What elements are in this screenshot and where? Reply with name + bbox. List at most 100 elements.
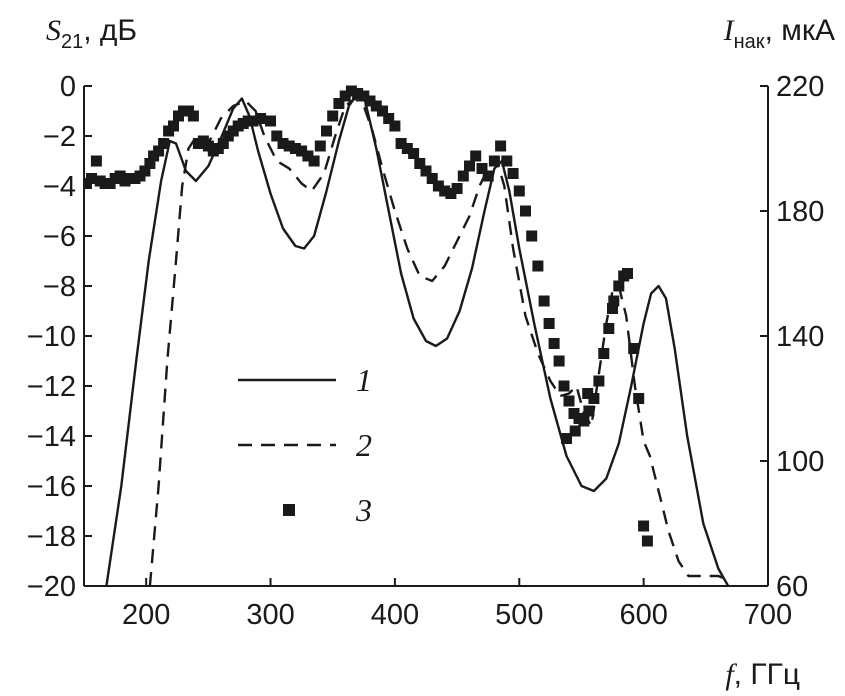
series-3-marker: [588, 393, 600, 404]
x-axis-title: f, ГГц: [725, 658, 800, 691]
legend-marker-sample: [283, 504, 295, 516]
series-3-marker: [339, 90, 351, 102]
x-tick-label: 500: [495, 599, 543, 631]
y-left-tick-label: −12: [27, 371, 76, 403]
series-3-marker: [548, 338, 560, 349]
series-3-marker: [302, 150, 314, 162]
series-3-marker: [633, 393, 645, 404]
series-3-marker: [314, 140, 326, 152]
series-3-marker: [364, 95, 376, 107]
legend-label: 3: [355, 492, 372, 528]
series-3-marker: [327, 110, 339, 122]
y-right-unit: , мкА: [765, 14, 835, 47]
series-3-marker: [265, 115, 276, 127]
series-3-marker: [333, 98, 345, 109]
series-3-marker: [358, 90, 370, 102]
series-3-marker: [139, 165, 151, 177]
series-3-marker: [187, 110, 199, 122]
series-3-marker: [470, 150, 482, 162]
plot-area: [84, 85, 732, 586]
x-tick-label: 600: [619, 599, 667, 631]
y-left-tick-label: −10: [27, 321, 76, 353]
legend-label: 1: [356, 362, 372, 398]
x-tick-label: 200: [122, 599, 170, 631]
series-3-marker: [608, 295, 620, 307]
series-3-marker: [255, 113, 267, 124]
series-3-marker: [451, 183, 463, 194]
y-left-tick-label: −16: [27, 471, 76, 503]
y-left-tick-label: −18: [27, 521, 76, 553]
series-3-marker: [613, 280, 625, 292]
series-3-marker: [543, 318, 555, 329]
series-3-marker: [464, 160, 475, 172]
series-3-marker: [296, 145, 308, 157]
series-3-marker: [158, 138, 170, 149]
series-3-marker: [352, 88, 364, 99]
series-1-line: [105, 92, 730, 586]
series-3-marker: [168, 120, 179, 132]
series-3-marker: [377, 105, 388, 117]
series-3-marker: [401, 143, 413, 154]
series-3-marker: [389, 120, 401, 132]
series-3-marker: [488, 155, 500, 167]
y-left-symbol: S: [46, 14, 61, 47]
series-3-marker: [641, 535, 653, 547]
series-3-marker: [153, 145, 165, 157]
series-3-marker: [569, 425, 581, 437]
y-left-tick-label: −20: [27, 571, 76, 603]
series-3-marker: [582, 388, 594, 399]
x-tick-label: 400: [371, 599, 419, 631]
y-left-tick-label: −6: [43, 221, 76, 253]
y-left-tick-label: 0: [60, 71, 76, 103]
y-right-tick-label: 220: [776, 71, 824, 103]
legend: 1 2 3: [238, 362, 372, 528]
series-2-line: [148, 97, 732, 586]
series-3-marker: [603, 323, 615, 334]
series-3-marker: [308, 155, 320, 167]
y-left-unit: , дБ: [83, 14, 137, 47]
series-3-marker: [277, 138, 289, 149]
y-right-tick-label: 140: [776, 321, 824, 353]
y-right-axis-title: Iнак, мкА: [723, 14, 835, 53]
series-3-marker: [247, 115, 259, 127]
series-3-marker: [532, 260, 544, 272]
series-3-marker: [598, 348, 610, 359]
series-3-marker: [90, 155, 102, 167]
series-3-marker: [507, 168, 519, 179]
series-3-marker: [482, 170, 494, 182]
series-3-marker: [495, 140, 507, 152]
y-right-tick-label: 100: [776, 446, 824, 478]
series-3-marker: [520, 205, 531, 217]
y-right-subscript: нак: [734, 31, 765, 53]
series-3-marker: [408, 148, 420, 159]
series-3-marker: [628, 343, 640, 354]
series-3-marker: [345, 85, 357, 97]
y-left-subscript: 21: [61, 31, 83, 53]
series-3-marker: [622, 268, 633, 279]
series-3-marker: [593, 375, 605, 387]
legend-label: 2: [356, 427, 372, 463]
series-3-marker: [144, 158, 156, 169]
x-tick-label: 300: [246, 599, 294, 631]
y-left-tick-label: −8: [43, 271, 76, 303]
series-3-marker: [513, 185, 525, 197]
series-3-marker: [578, 415, 590, 427]
series-3-marker: [558, 380, 570, 392]
y-right-symbol: I: [723, 14, 736, 47]
y-left-tick-label: −2: [43, 121, 76, 153]
series-3-marker: [321, 125, 332, 137]
series-3-marker: [563, 395, 575, 407]
series-3-marker: [370, 100, 382, 112]
y-left-axis-title: S21, дБ: [46, 14, 137, 53]
series-group: [84, 85, 732, 586]
y-right-tick-label: 180: [776, 196, 824, 228]
series-3-marker: [271, 130, 283, 142]
series-3-marker: [395, 138, 407, 149]
series-3-marker: [420, 165, 432, 177]
series-3-marker: [607, 303, 618, 314]
series-3-marker: [445, 188, 457, 199]
y-left-tick-label: −4: [43, 171, 76, 203]
series-3-marker: [426, 173, 438, 184]
axes: 0 −2 −4 −6 −8 −10 −12 −14 −16 −18 −20 220 180 140 100 6…: [27, 71, 825, 631]
